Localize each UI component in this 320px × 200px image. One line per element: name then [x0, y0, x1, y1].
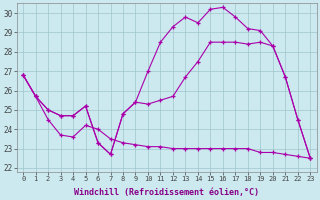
X-axis label: Windchill (Refroidissement éolien,°C): Windchill (Refroidissement éolien,°C) — [74, 188, 259, 197]
